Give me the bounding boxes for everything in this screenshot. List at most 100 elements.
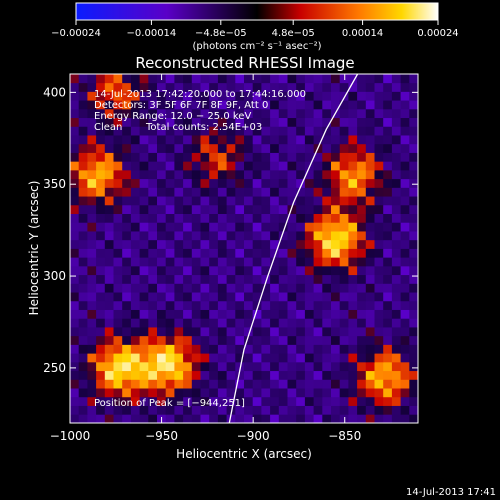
heatmap-cell [365, 169, 375, 180]
heatmap-cell [322, 327, 332, 337]
heatmap-cell [357, 126, 367, 136]
heatmap-cell [130, 309, 140, 319]
heatmap-cell [174, 344, 184, 354]
heatmap-cell [113, 91, 123, 101]
heatmap-cell [148, 152, 158, 162]
heatmap-cell [296, 379, 306, 389]
heatmap-cell [278, 353, 288, 363]
heatmap-cell [235, 335, 245, 345]
heatmap-cell [322, 309, 332, 319]
heatmap-cell [252, 274, 262, 284]
heatmap-cell [383, 239, 393, 249]
heatmap-cell [322, 231, 332, 241]
heatmap-cell [287, 213, 297, 223]
heatmap-cell [383, 100, 393, 110]
heatmap-cell [165, 135, 175, 145]
heatmap-cell [313, 361, 323, 372]
heatmap-cell [322, 222, 332, 232]
heatmap-cell [200, 196, 210, 206]
heatmap-cell [278, 169, 288, 180]
heatmap-cell [174, 257, 184, 267]
heatmap-cell [209, 300, 219, 310]
heatmap-cell [348, 161, 358, 171]
heatmap-cell [296, 213, 306, 223]
heatmap-cell [348, 283, 358, 293]
heatmap-cell [209, 152, 219, 162]
heatmap-cell [270, 91, 280, 101]
heatmap-cell [139, 257, 149, 267]
heatmap-cell [139, 414, 149, 423]
heatmap-cell [96, 309, 106, 319]
heatmap-cell [400, 344, 410, 354]
heatmap-cell [209, 344, 219, 354]
heatmap-cell [226, 126, 236, 136]
heatmap-cell [313, 257, 323, 267]
heatmap-cell [261, 257, 271, 267]
heatmap-cell [235, 414, 245, 423]
heatmap-cell [400, 108, 410, 119]
heatmap-cell [70, 117, 80, 127]
heatmap-cell [183, 169, 193, 180]
heatmap-cell [78, 239, 88, 249]
heatmap-cell [270, 126, 280, 136]
heatmap-cell [148, 187, 158, 197]
heatmap-cell [278, 248, 288, 258]
heatmap-cell [235, 100, 245, 110]
heatmap-cell [87, 309, 97, 319]
heatmap-cell [139, 318, 149, 328]
heatmap-cell [191, 74, 201, 84]
heatmap-cell [78, 327, 88, 337]
heatmap-cell [130, 344, 140, 354]
heatmap-cell [70, 318, 80, 328]
heatmap-cell [209, 161, 219, 171]
heatmap-cell [357, 265, 367, 276]
heatmap-cell [304, 274, 314, 284]
heatmap-cell [348, 143, 358, 153]
heatmap-cell [165, 178, 175, 188]
heatmap-cell [165, 257, 175, 267]
heatmap-cell [391, 231, 401, 241]
heatmap-cell [217, 222, 227, 232]
heatmap-cell [191, 248, 201, 258]
heatmap-cell [183, 248, 193, 258]
heatmap-cell [139, 100, 149, 110]
heatmap-cell [365, 204, 375, 214]
annotation-detectors: Detectors: 3F 5F 6F 7F 8F 9F, Att 0 [94, 100, 268, 111]
heatmap-cell [287, 353, 297, 363]
heatmap-cell [226, 370, 236, 380]
heatmap-cell [191, 108, 201, 119]
heatmap-cell [278, 187, 288, 197]
heatmap-cell [78, 126, 88, 136]
heatmap-cell [322, 74, 332, 84]
heatmap-cell [113, 361, 123, 372]
heatmap-cell [270, 152, 280, 162]
heatmap-cell [339, 405, 349, 415]
heatmap-cell [331, 91, 341, 101]
heatmap-cell [270, 300, 280, 310]
heatmap-cell [139, 274, 149, 284]
heatmap-cell [348, 135, 358, 145]
heatmap-cell [331, 344, 341, 354]
heatmap-cell [374, 361, 384, 372]
heatmap-cell [139, 222, 149, 232]
heatmap-cell [174, 414, 184, 423]
heatmap-cell [270, 82, 280, 92]
heatmap-cell [200, 344, 210, 354]
heatmap-cell [139, 309, 149, 319]
heatmap-cell [374, 300, 384, 310]
heatmap-cell [313, 396, 323, 406]
heatmap-cell [244, 82, 254, 92]
heatmap-cell [217, 300, 227, 310]
heatmap-cell [191, 257, 201, 267]
heatmap-cell [235, 204, 245, 214]
heatmap-cell [365, 300, 375, 310]
heatmap-cell [78, 213, 88, 223]
heatmap-cell [183, 74, 193, 84]
heatmap-cell [113, 196, 123, 206]
heatmap-cell [400, 300, 410, 310]
heatmap-cell [148, 353, 158, 363]
heatmap-cell [409, 405, 418, 415]
heatmap-cell [322, 108, 332, 119]
heatmap-cell [270, 143, 280, 153]
heatmap-cell [304, 414, 314, 423]
